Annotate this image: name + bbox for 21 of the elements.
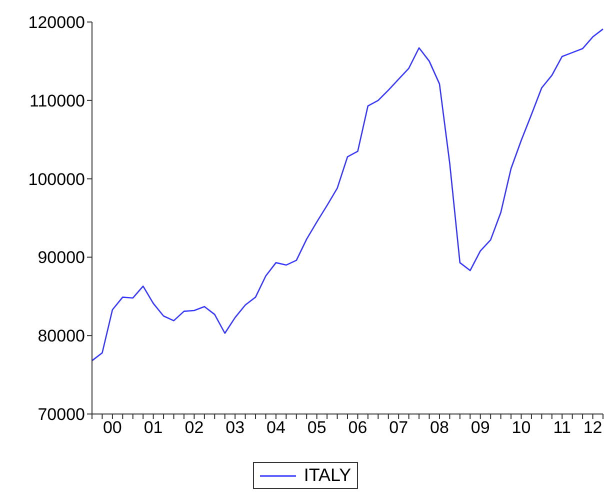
y-tick-label: 70000	[38, 405, 85, 424]
y-tick-label: 90000	[38, 248, 85, 268]
legend-label: ITALY	[304, 465, 352, 486]
x-tick-label: 11	[553, 418, 571, 438]
x-tick-label: 01	[144, 418, 163, 438]
x-tick-label: 04	[266, 418, 286, 438]
y-tick-label: 120000	[28, 13, 85, 32]
x-tick-label: 10	[512, 418, 531, 438]
x-tick-label: 02	[184, 418, 204, 438]
x-tick-label: 05	[307, 418, 326, 438]
x-tick-label: 09	[470, 418, 490, 438]
x-tick-label: 03	[226, 418, 245, 438]
y-tick-label: 110000	[30, 91, 85, 110]
x-tick-label: 12	[583, 418, 602, 438]
y-tick-label: 80000	[38, 326, 85, 346]
line-series	[91, 28, 604, 362]
x-tick-label: 07	[389, 418, 408, 438]
x-tick-label: 08	[430, 418, 449, 438]
x-tick-label: 00	[102, 418, 122, 438]
x-tick-label: 06	[348, 418, 368, 438]
y-tick-label: 100000	[28, 170, 85, 189]
